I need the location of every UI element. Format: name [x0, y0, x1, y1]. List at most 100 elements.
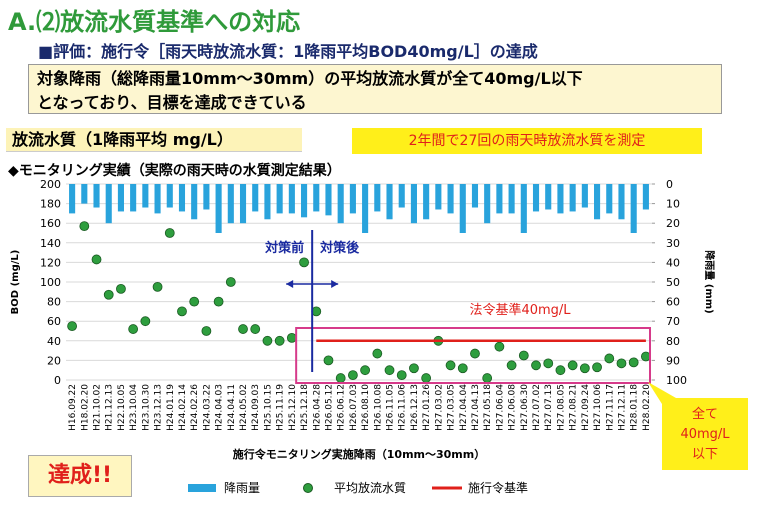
y-tick-label: 200: [40, 178, 61, 191]
rain-bar: [508, 184, 515, 214]
rain-bar: [301, 184, 308, 218]
rain-bar: [130, 184, 137, 212]
rain-bar: [423, 184, 430, 220]
before-label: 対策前: [264, 240, 304, 256]
standard-label: 法令基準40mg/L: [469, 302, 571, 318]
rain-bar: [337, 184, 344, 224]
x-tick-label: H26.05.12: [324, 384, 334, 431]
y-tick-label: 180: [40, 198, 61, 211]
y-tick-label: 60: [47, 315, 61, 328]
bod-point: [616, 358, 627, 369]
x-tick-label: H27.06.30: [520, 384, 530, 431]
rain-bar: [410, 184, 417, 224]
bod-point: [286, 332, 297, 343]
bod-point: [531, 360, 541, 371]
x-tick-label: H26.11.06: [398, 384, 408, 431]
bod-point: [579, 363, 590, 374]
rain-bar: [569, 184, 576, 212]
highlight-line: となっており、目標を達成できている: [37, 93, 307, 112]
x-tick-label: H25.12.10: [288, 384, 298, 431]
x-tick-label: H27.10.06: [593, 384, 603, 431]
x-tick-label: H27.04.04: [459, 384, 469, 431]
x-tick-label: H26.06.12: [337, 384, 347, 431]
rain-bar: [362, 184, 369, 233]
bod-point: [274, 335, 285, 346]
x-tick-label: H25.10.15: [263, 384, 273, 431]
rain-bar: [496, 184, 503, 214]
bod-point: [482, 373, 493, 383]
x-tick-label: H27.06.04: [495, 384, 505, 431]
x-tick-label: H26.12.13: [410, 384, 420, 431]
bod-point: [323, 355, 334, 366]
x-tick-label: H27.03.05: [447, 384, 457, 431]
rain-bar: [459, 184, 466, 233]
x-axis-label: 施行令モニタリング実施降雨（10mm～30mm）: [233, 447, 485, 461]
bod-point: [164, 228, 175, 238]
y-tick-label: 80: [47, 296, 61, 309]
x-tick-label: H16.09.22: [68, 384, 78, 431]
x-tick-label: H25.11.19: [276, 384, 286, 431]
x-tick-label: H27.07.13: [544, 384, 554, 431]
y2-tick-label: 10: [666, 198, 680, 211]
title: A.⑵放流水質基準への対応: [8, 8, 301, 36]
result: 達成!!: [28, 455, 132, 497]
bod-point: [506, 360, 517, 371]
y2-tick-label: 50: [666, 276, 680, 289]
rain-bar: [349, 184, 356, 214]
rain-bar: [154, 184, 161, 214]
x-tick-label: H18.02.20: [80, 384, 90, 431]
bod-point: [494, 341, 505, 352]
rain-bar: [435, 184, 442, 210]
bod-point: [360, 365, 371, 376]
x-tick-label: H27.11.17: [605, 384, 615, 431]
rain-bar: [178, 184, 186, 212]
rain-bar: [606, 184, 613, 214]
y2-tick-label: 0: [666, 178, 673, 191]
y2-tick-label: 20: [666, 217, 680, 230]
rain-bar: [142, 184, 149, 208]
bod-point: [592, 362, 602, 373]
y2-tick-label: 90: [666, 354, 680, 367]
rain-bar: [69, 184, 76, 214]
x-tick-label: H28.02.20: [642, 384, 652, 431]
x-tick-label: H26.10.08: [373, 384, 383, 431]
bod-point: [457, 363, 468, 374]
rain-bar: [276, 184, 283, 214]
bod-point: [396, 370, 407, 381]
subtitle: ■評価：施行令［雨天時放流水質：1降雨平均BOD40mg/L］の達成: [38, 42, 538, 61]
rain-bar: [398, 184, 405, 208]
rain-bar: [93, 184, 100, 208]
bod-point: [213, 296, 224, 307]
bod-point: [116, 283, 126, 294]
rain-bar: [264, 184, 271, 220]
bod-point: [250, 324, 261, 334]
y-tick-label: 140: [40, 237, 61, 250]
bod-point: [177, 306, 187, 317]
y-axis-label: BOD (mg/L): [10, 250, 21, 315]
bod-point: [518, 350, 529, 361]
bod-point: [299, 257, 309, 268]
bod-point: [201, 326, 212, 336]
after-label: 対策後: [319, 240, 360, 256]
rain-bar: [117, 184, 124, 212]
rain-bar: [166, 184, 173, 208]
x-tick-label: H24.01.19: [166, 384, 176, 431]
callout-pointer: [648, 382, 676, 404]
x-tick-label: H27.03.02: [434, 384, 444, 431]
x-tick-label: H21.10.02: [93, 384, 103, 431]
rain-bar: [105, 184, 112, 224]
bod-point: [421, 373, 432, 383]
rain-bar: [447, 184, 454, 214]
legend-label: 平均放流水質: [334, 480, 406, 495]
bod-point: [189, 296, 200, 307]
callout-text: 全て: [692, 406, 718, 422]
x-tick-label: H24.09.03: [251, 384, 261, 431]
bod-point: [470, 348, 480, 359]
x-tick-label: H26.08.10: [361, 384, 371, 431]
x-tick-label: H27.08.05: [556, 384, 566, 431]
bod-point: [555, 365, 566, 376]
bod-point: [347, 370, 358, 381]
x-tick-label: H26.07.03: [349, 384, 359, 431]
